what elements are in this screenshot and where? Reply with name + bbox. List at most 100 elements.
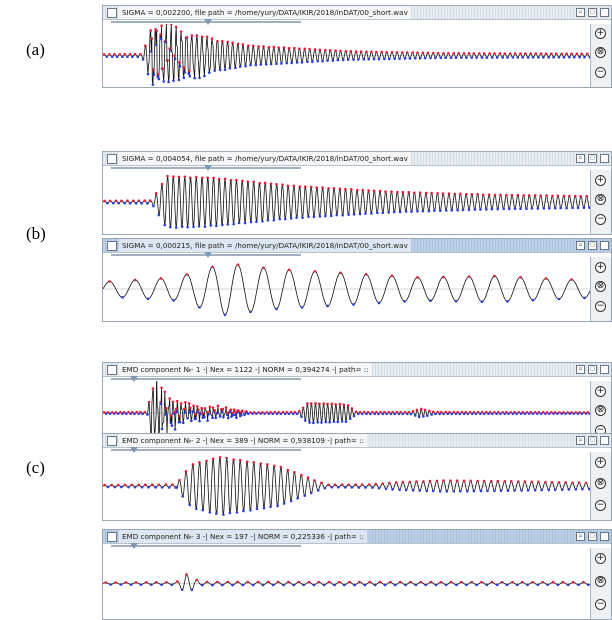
close-icon[interactable] (600, 532, 609, 541)
window-buttons: ▫ ▢ (576, 153, 609, 164)
reset-zoom-icon[interactable]: ⊗ (595, 405, 606, 416)
slider-thumb[interactable] (204, 19, 212, 25)
maximize-icon[interactable]: ▢ (588, 154, 597, 163)
zoom-in-icon[interactable]: + (595, 28, 606, 39)
waveform-plot[interactable] (103, 381, 591, 445)
close-icon[interactable] (600, 8, 609, 17)
close-icon[interactable] (600, 154, 609, 163)
maximize-icon[interactable]: ▢ (588, 8, 597, 17)
maximum-marker (175, 580, 179, 583)
maximum-marker (539, 194, 542, 197)
waveform-plot[interactable] (103, 452, 591, 520)
restore-icon[interactable]: ▫ (576, 154, 585, 163)
window-titlebar[interactable]: EMD component №- 1 -| Nex = 1122 -| NORM… (103, 363, 611, 377)
zoom-in-icon[interactable]: + (595, 386, 606, 397)
minimum-marker (434, 583, 438, 587)
minimum-marker (358, 212, 362, 216)
scroll-slider[interactable] (111, 447, 301, 453)
maximum-marker (123, 483, 127, 487)
maximum-marker (159, 33, 162, 36)
scroll-slider[interactable] (111, 252, 301, 258)
scroll-slider[interactable] (111, 543, 301, 549)
restore-icon[interactable]: ▫ (576, 436, 585, 445)
zoom-in-icon[interactable]: + (595, 553, 606, 564)
waveform-plot[interactable] (103, 170, 591, 234)
close-icon[interactable] (600, 436, 609, 445)
maximum-marker (289, 410, 293, 414)
minimum-marker (295, 61, 299, 64)
slider-track[interactable] (111, 378, 301, 380)
minimum-marker (167, 80, 170, 84)
zoom-in-icon[interactable]: + (595, 262, 606, 273)
zoom-out-icon[interactable]: − (595, 301, 606, 312)
minimum-marker (194, 507, 198, 511)
minimum-marker (203, 225, 207, 228)
scroll-slider[interactable] (111, 376, 301, 382)
select-checkbox[interactable] (107, 8, 117, 18)
maximum-marker (383, 410, 386, 414)
maximum-marker (566, 411, 569, 414)
select-checkbox[interactable] (107, 154, 117, 164)
reset-zoom-icon[interactable]: ⊗ (595, 576, 606, 587)
minimum-marker (226, 416, 230, 420)
maximize-icon[interactable]: ▢ (588, 365, 597, 374)
reset-zoom-icon[interactable]: ⊗ (595, 281, 606, 292)
waveform-plot[interactable] (103, 548, 591, 619)
minimum-marker (377, 301, 381, 305)
restore-icon[interactable]: ▫ (576, 365, 585, 374)
slider-thumb[interactable] (204, 252, 212, 258)
zoom-in-icon[interactable]: + (595, 175, 606, 186)
maximum-marker (573, 194, 577, 198)
window-titlebar[interactable]: SIGMA = 0,002200, file path = /home/yury… (103, 6, 611, 20)
select-checkbox[interactable] (107, 436, 117, 446)
maximize-icon[interactable]: ▢ (588, 241, 597, 250)
reset-zoom-icon[interactable]: ⊗ (595, 47, 606, 58)
window-titlebar[interactable]: SIGMA = 0,000215, file path = /home/yury… (103, 239, 611, 253)
maximum-marker (537, 411, 541, 414)
slider-thumb[interactable] (204, 165, 212, 171)
reset-zoom-icon[interactable]: ⊗ (595, 478, 606, 489)
maximum-marker (143, 483, 147, 487)
minimum-marker (201, 508, 205, 512)
scroll-slider[interactable] (111, 165, 301, 171)
zoom-out-icon[interactable]: − (595, 599, 606, 610)
waveform-plot[interactable] (103, 24, 591, 87)
slider-thumb[interactable] (129, 376, 138, 382)
select-checkbox[interactable] (107, 365, 117, 375)
maximum-marker (457, 51, 460, 55)
window-titlebar[interactable]: EMD component №- 3 -| Nex = 197 -| NORM … (103, 530, 611, 544)
close-icon[interactable] (600, 365, 609, 374)
slider-track[interactable] (111, 545, 301, 547)
slider-thumb[interactable] (129, 543, 138, 549)
restore-icon[interactable]: ▫ (576, 532, 585, 541)
maximum-marker (419, 580, 423, 584)
reset-zoom-icon[interactable]: ⊗ (595, 194, 606, 205)
window-title: SIGMA = 0,000215, file path = /home/yury… (119, 239, 411, 252)
window-titlebar[interactable]: SIGMA = 0,004054, file path = /home/yury… (103, 152, 611, 166)
minimum-marker (372, 57, 376, 61)
minimum-marker (308, 421, 311, 424)
zoom-out-icon[interactable]: − (595, 67, 606, 78)
maximize-icon[interactable]: ▢ (588, 436, 597, 445)
minimum-marker (243, 221, 247, 225)
minimum-marker (128, 201, 132, 205)
window-titlebar[interactable]: EMD component №- 2 -| Nex = 389 -| NORM … (103, 434, 611, 448)
minimum-marker (215, 512, 218, 515)
zoom-out-icon[interactable]: − (595, 500, 606, 511)
minimum-marker (521, 56, 524, 59)
minimum-marker (364, 212, 367, 215)
select-checkbox[interactable] (107, 532, 117, 542)
slider-thumb[interactable] (129, 447, 138, 453)
maximum-marker (374, 482, 378, 486)
close-icon[interactable] (600, 241, 609, 250)
restore-icon[interactable]: ▫ (576, 241, 585, 250)
waveform-plot[interactable] (103, 257, 591, 321)
zoom-out-icon[interactable]: − (595, 214, 606, 225)
scroll-slider[interactable] (111, 19, 301, 25)
restore-icon[interactable]: ▫ (576, 8, 585, 17)
zoom-in-icon[interactable]: + (595, 457, 606, 468)
select-checkbox[interactable] (107, 241, 117, 251)
slider-track[interactable] (111, 449, 301, 451)
minimum-marker (580, 412, 584, 415)
maximize-icon[interactable]: ▢ (588, 532, 597, 541)
